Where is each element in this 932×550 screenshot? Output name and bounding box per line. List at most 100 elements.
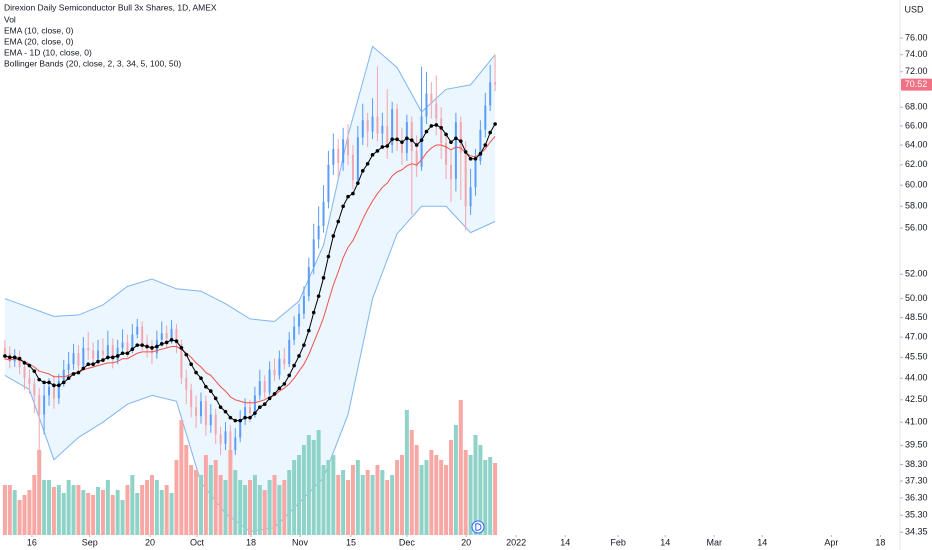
x-tick-label: 20 (461, 537, 471, 547)
ema10-dot (307, 328, 311, 333)
volume-bar (81, 490, 86, 535)
candle-body (229, 431, 232, 451)
candle-body (126, 342, 129, 351)
volume-bar (306, 435, 311, 535)
candle-body (312, 239, 315, 268)
volume-bar (17, 500, 22, 535)
volume-bar (380, 470, 385, 535)
candle-body (165, 333, 168, 339)
volume-bar (390, 475, 395, 535)
x-tick-label: Sep (82, 537, 98, 547)
candle-body (440, 118, 443, 144)
ema10-dot (341, 204, 345, 209)
candle-body (43, 395, 46, 415)
volume-bar (252, 475, 257, 535)
ema10-dot (449, 140, 453, 144)
volume-bar (287, 470, 292, 535)
ema10-dot (130, 347, 135, 351)
volume-bar (453, 425, 458, 535)
volume-bar (135, 493, 140, 535)
volume-bar (419, 465, 424, 535)
y-tick-label: 62.00 (905, 159, 928, 169)
candle-body (106, 345, 109, 355)
legend-entry: EMA - 1D (10, close, 0) (4, 47, 92, 57)
candle-body (111, 345, 114, 361)
y-tick-label: 52.00 (905, 269, 928, 279)
ema10-dot (405, 136, 409, 141)
ema10-dot (66, 376, 71, 381)
ema10-dot (297, 354, 301, 358)
ema10-dot (125, 351, 130, 356)
ema10-dot (47, 380, 51, 385)
candle-body (268, 369, 271, 393)
volume-bar (399, 455, 404, 535)
volume-bar (468, 455, 473, 535)
ema10-dot (140, 343, 144, 347)
ema10-dot (419, 138, 424, 143)
x-tick-label: 20 (145, 537, 155, 547)
volume-bar (301, 445, 306, 535)
dividend-icon[interactable] (471, 520, 485, 534)
volume-bar (346, 480, 351, 535)
ema10-dot (351, 191, 355, 196)
y-tick-label: 68.00 (905, 102, 928, 112)
y-tick-label: 47.00 (905, 332, 928, 342)
volume-bar (316, 430, 321, 535)
candle-body (479, 129, 482, 161)
y-tick-label: 34.35 (905, 527, 928, 537)
ema10-dot (61, 380, 66, 385)
y-tick-label: 41.00 (905, 417, 928, 427)
ema10-dot (321, 276, 326, 280)
candle-body (101, 350, 104, 355)
candle-body (469, 187, 472, 207)
volume-bar (115, 490, 120, 535)
candle-body (278, 358, 281, 376)
ema10-dot (169, 338, 174, 342)
volume-bar (100, 490, 105, 535)
ema10-dot (228, 415, 233, 420)
y-tick-label: 50.00 (905, 293, 928, 303)
candle-body (170, 329, 173, 339)
candle-body (160, 333, 163, 340)
legend-entry: Bollinger Bands (20, close, 2, 3, 34, 5,… (4, 58, 181, 68)
ema10-dot (365, 162, 370, 166)
volume-bar (424, 460, 429, 535)
candle-body (489, 82, 492, 106)
ema20-line (4, 136, 496, 404)
volume-bar (105, 480, 110, 535)
candle-body (494, 82, 497, 85)
ema10-dot (115, 354, 120, 358)
candle-body (327, 164, 330, 203)
volume-bar (262, 490, 267, 535)
chart-title: Direxion Daily Semiconductor Bull 3x Sha… (4, 2, 217, 12)
ema10-dot (458, 139, 463, 143)
volume-bar (174, 460, 179, 535)
y-tick-label: 64.00 (905, 139, 928, 149)
candle-body (410, 122, 413, 151)
ema10-dot (12, 355, 17, 360)
ema10-dot (91, 362, 95, 367)
candle-body (307, 267, 310, 297)
volume-bar (336, 475, 341, 535)
ema10-dot (184, 352, 189, 357)
candle-body (430, 93, 433, 104)
candle-body (52, 386, 55, 399)
volume-bar (350, 465, 355, 535)
ema10-dot (194, 370, 198, 375)
volume-bar (203, 455, 208, 535)
volume-bar (297, 455, 302, 535)
volume-bar (439, 460, 444, 535)
volume-bar (86, 493, 91, 535)
candle-body (425, 93, 428, 117)
candle-body (23, 366, 26, 379)
volume-bar (61, 493, 66, 535)
volume-bar (140, 485, 145, 535)
candle-body (72, 353, 75, 365)
candle-body (175, 329, 178, 344)
volume-bar (311, 440, 316, 535)
legend-entry: EMA (10, close, 0) (4, 25, 74, 35)
ema10-dot (179, 346, 184, 350)
ema10-dot (164, 340, 169, 345)
ema10-dot (424, 129, 429, 134)
volume-bar (248, 480, 252, 535)
